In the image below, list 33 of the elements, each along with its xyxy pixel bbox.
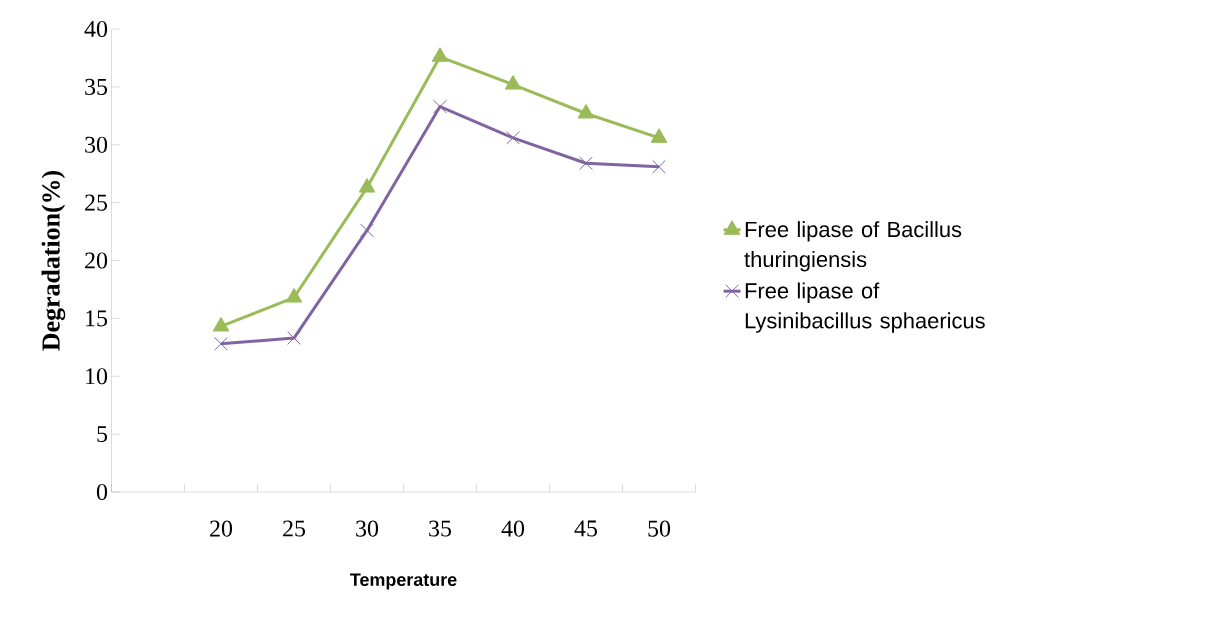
point: [285, 288, 303, 303]
x-tick-label: 20: [210, 520, 233, 537]
point: [287, 331, 301, 345]
point: [431, 47, 449, 62]
point: [433, 99, 447, 114]
point: [214, 336, 228, 351]
point: [504, 75, 522, 90]
y-tick-label: 25: [85, 194, 108, 211]
point: [358, 178, 376, 193]
point: [577, 104, 595, 119]
y-tick-label: 10: [86, 368, 108, 385]
x-tick-label: 35: [429, 520, 452, 537]
y-tick-label: 5: [97, 426, 108, 443]
x-tick-label: 30: [356, 520, 379, 537]
y-tick-label: 15: [86, 310, 108, 327]
x-axis-title: Temperature: [350, 573, 457, 590]
y-axis-title: Degradation(%): [41, 170, 66, 351]
x-tick-label: 45: [574, 520, 598, 537]
y-tick-label: 35: [85, 78, 108, 95]
y-tick-label: 0: [96, 483, 108, 501]
y-tick-label: 30: [85, 136, 108, 153]
x-tick-label: 40: [501, 520, 525, 537]
x-tick-label: 50: [648, 520, 671, 537]
point: [360, 223, 374, 238]
legend-label: Free lipase of Bacillus thuringiensis: [744, 221, 962, 272]
x-tick-label: 25: [283, 520, 306, 537]
legend-label: Free lipase of Lysinibacillus sphaericus: [745, 282, 985, 333]
point: [579, 156, 593, 171]
point: [652, 159, 666, 174]
y-tick-label: 20: [85, 252, 108, 269]
y-tick-label: 40: [84, 20, 108, 38]
point: [650, 128, 668, 143]
point: [506, 130, 520, 145]
